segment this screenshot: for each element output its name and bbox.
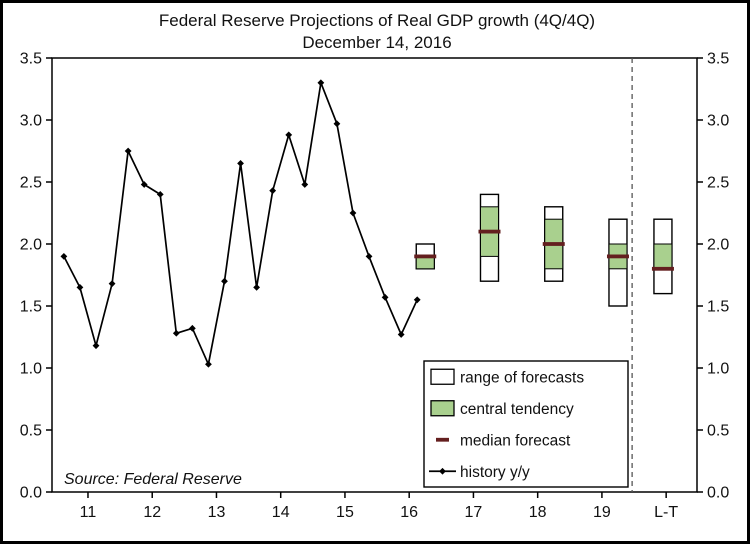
y-axis-label-right: 0.0 <box>707 485 729 502</box>
forecast-median-line-17 <box>478 229 501 234</box>
y-axis-label-right: 3.5 <box>707 51 729 68</box>
history-point <box>349 209 357 217</box>
chart-title: Federal Reserve Projections of Real GDP … <box>159 11 595 30</box>
y-axis-label-left: 3.0 <box>20 113 42 130</box>
history-point <box>253 284 261 291</box>
x-axis-label-13: 13 <box>208 504 226 521</box>
history-point <box>92 342 100 350</box>
history-point <box>156 191 164 198</box>
chart-subtitle: December 14, 2016 <box>302 33 451 52</box>
history-point <box>413 296 421 304</box>
history-point <box>60 253 68 260</box>
source-note: Source: Federal Reserve <box>64 471 242 488</box>
forecast-median-line-L-T <box>651 266 674 271</box>
history-point <box>269 187 277 195</box>
history-point <box>221 277 228 285</box>
y-axis-label-left: 3.5 <box>20 51 42 68</box>
history-point <box>285 131 293 139</box>
y-axis-label-left: 0.5 <box>20 423 42 440</box>
y-axis-label-left: 0.0 <box>20 485 42 502</box>
legend-history-marker-icon <box>439 467 446 475</box>
history-point <box>301 181 309 188</box>
history-point <box>76 284 84 291</box>
history-point <box>140 181 148 188</box>
y-axis-label-left: 1.5 <box>20 299 42 316</box>
x-axis-label-L-T: L-T <box>654 504 678 521</box>
history-point <box>188 324 196 332</box>
history-point <box>172 329 180 337</box>
forecast-median-line-19 <box>606 254 629 259</box>
y-axis-label-left: 1.0 <box>20 361 42 378</box>
legend-label: history y/y <box>460 464 530 481</box>
history-point <box>317 79 325 87</box>
history-point <box>333 120 341 128</box>
x-axis-label-18: 18 <box>529 504 547 521</box>
forecast-median-line-18 <box>542 242 565 246</box>
history-point <box>237 160 244 167</box>
forecast-median-line-16 <box>414 254 437 259</box>
legend-label: range of forecasts <box>460 369 584 386</box>
history-point <box>381 293 389 301</box>
legend-median-dash-icon <box>436 437 449 442</box>
legend-central-tendency-icon <box>430 400 455 417</box>
x-axis-label-16: 16 <box>400 504 418 521</box>
y-axis-label-left: 2.5 <box>20 175 42 192</box>
y-axis-label-right: 2.5 <box>707 175 729 192</box>
legend-label: central tendency <box>460 401 574 418</box>
x-axis-label-15: 15 <box>336 504 354 521</box>
history-point <box>205 360 212 368</box>
y-axis-label-right: 0.5 <box>707 423 729 440</box>
legend-label: median forecast <box>460 432 571 449</box>
x-axis-label-17: 17 <box>465 504 483 521</box>
legend-range-box-icon <box>430 368 455 385</box>
y-axis-label-right: 1.0 <box>707 361 729 378</box>
forecast-central-tendency-box-L-T <box>653 243 673 270</box>
x-axis-label-14: 14 <box>272 504 290 521</box>
y-axis-label-right: 3.0 <box>707 113 729 130</box>
history-point <box>397 331 405 338</box>
x-axis-label-11: 11 <box>80 504 97 521</box>
y-axis-label-right: 1.5 <box>707 299 729 316</box>
legend-box <box>423 360 629 488</box>
y-axis-label-right: 2.0 <box>707 237 729 254</box>
history-point <box>124 147 132 155</box>
history-point <box>365 253 373 260</box>
x-axis-label-12: 12 <box>143 504 161 521</box>
history-point <box>108 280 116 288</box>
y-axis-label-left: 2.0 <box>20 237 42 254</box>
x-axis-label-19: 19 <box>593 504 611 521</box>
